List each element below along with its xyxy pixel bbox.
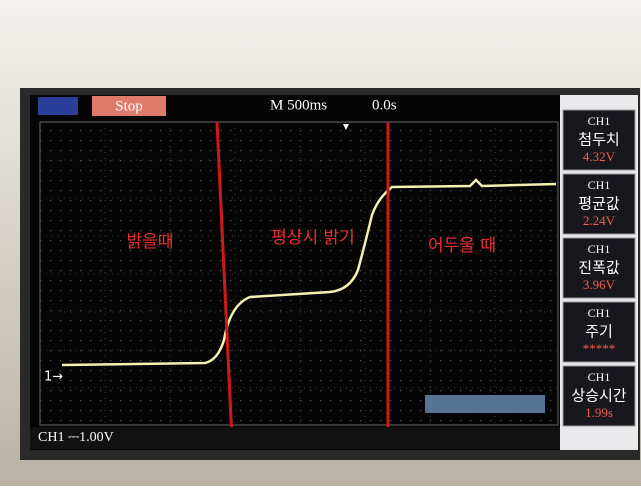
divider-line (215, 121, 234, 441)
menu-item (562, 365, 636, 427)
measure-name: 상승시간 (571, 387, 626, 405)
measure-value: 4.32V (583, 149, 616, 164)
annotation: 평상시 밝기 (271, 228, 355, 248)
menu-item (562, 301, 636, 363)
measure-value: ***** (583, 341, 616, 356)
measure-channel: CH1 (588, 242, 611, 256)
menu-item (562, 173, 636, 235)
measure-name: 진폭값 (578, 259, 620, 277)
stop-badge (92, 96, 166, 116)
indicator (38, 97, 78, 115)
trigger-marker (343, 124, 349, 130)
annotation: 밝을때 (127, 232, 174, 252)
menu-item (562, 109, 636, 171)
status-bar (30, 427, 560, 449)
measure-channel: CH1 (588, 178, 611, 192)
annotation: 어두울 때 (428, 236, 496, 256)
measure-value: 2.24V (583, 213, 616, 228)
measure-channel: CH1 (588, 114, 611, 128)
measure-name: 첨두치 (578, 131, 619, 149)
timebase: M 500ms (270, 97, 327, 113)
measure-channel: CH1 (588, 306, 611, 320)
trigger-offset: 0.0s (372, 97, 397, 113)
measure-value: 1.99s (585, 405, 613, 420)
level-marker: 1→ (44, 370, 63, 385)
waveform (61, 178, 557, 367)
measure-value: 3.96V (583, 277, 616, 292)
measure-name: 평균값 (578, 195, 620, 213)
measure-name: 주기 (585, 323, 613, 341)
grid-lines (40, 122, 558, 425)
run-state: Stop (115, 98, 143, 114)
measure-channel: CH1 (588, 370, 611, 384)
freq-box (425, 395, 545, 413)
menu-item (562, 237, 636, 299)
channel-scale: CH1 ⎓1.00V (38, 430, 114, 445)
